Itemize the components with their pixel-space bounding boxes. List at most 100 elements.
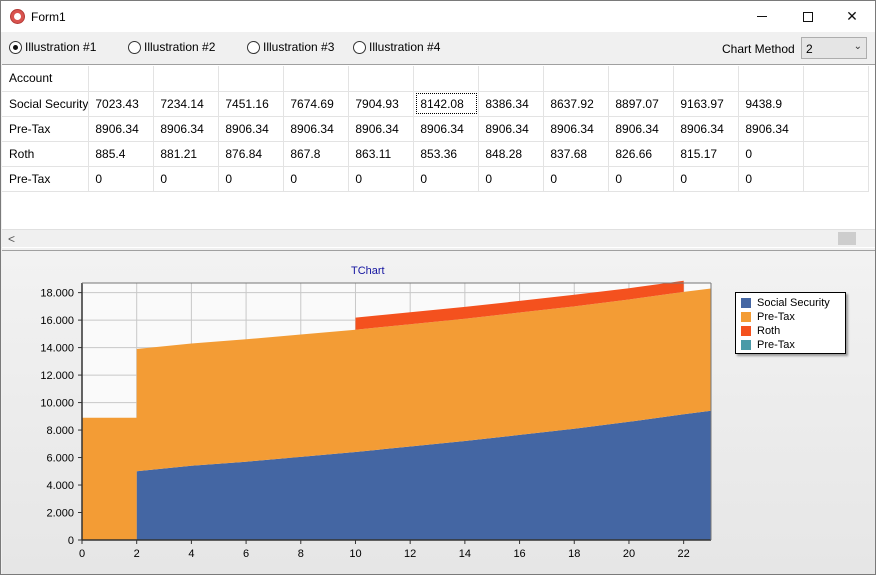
scrollbar-thumb[interactable] bbox=[838, 232, 856, 245]
row-header[interactable]: Account bbox=[2, 66, 90, 92]
row-header[interactable]: Pre-Tax bbox=[2, 116, 90, 142]
legend-swatch bbox=[741, 297, 751, 308]
table-cell[interactable]: 837.68 bbox=[543, 141, 610, 167]
legend-item: Pre-Tax bbox=[741, 338, 795, 351]
table-cell[interactable]: 0 bbox=[738, 141, 805, 167]
table-cell[interactable]: 9438.9 bbox=[738, 91, 805, 117]
table-cell[interactable] bbox=[673, 66, 740, 92]
y-tick-label: 16.000 bbox=[40, 315, 74, 327]
radio-illustration-4[interactable]: Illustration #4 bbox=[353, 39, 440, 55]
table-cell[interactable] bbox=[348, 66, 415, 92]
table-cell-empty[interactable] bbox=[803, 141, 870, 167]
table-cell[interactable]: 863.11 bbox=[348, 141, 415, 167]
table-cell[interactable]: 885.4 bbox=[88, 141, 155, 167]
table-cell[interactable]: 8906.34 bbox=[153, 116, 220, 142]
table-cell[interactable]: 7023.43 bbox=[88, 91, 155, 117]
table-cell[interactable]: 0 bbox=[153, 166, 220, 192]
table-cell[interactable]: 8906.34 bbox=[348, 116, 415, 142]
scroll-left-icon[interactable]: < bbox=[8, 232, 16, 246]
table-cell[interactable]: 0 bbox=[348, 166, 415, 192]
table-cell[interactable] bbox=[413, 66, 480, 92]
table-cell[interactable]: 876.84 bbox=[218, 141, 285, 167]
table-cell[interactable]: 0 bbox=[218, 166, 285, 192]
horizontal-scrollbar[interactable]: < bbox=[2, 229, 875, 247]
y-tick-label: 2.000 bbox=[46, 508, 74, 520]
radio-illustration-1[interactable]: Illustration #1 bbox=[9, 39, 96, 55]
radio-illustration-3[interactable]: Illustration #3 bbox=[247, 39, 334, 55]
table-cell[interactable]: 8906.34 bbox=[608, 116, 675, 142]
table-cell[interactable]: 8906.34 bbox=[218, 116, 285, 142]
legend-swatch bbox=[741, 325, 751, 336]
table-cell[interactable]: 848.28 bbox=[478, 141, 545, 167]
table-cell[interactable]: 0 bbox=[478, 166, 545, 192]
radio-illustration-2[interactable]: Illustration #2 bbox=[128, 39, 215, 55]
maximize-button[interactable] bbox=[785, 1, 831, 32]
table-cell[interactable]: 8637.92 bbox=[543, 91, 610, 117]
y-tick-label: 12.000 bbox=[40, 370, 74, 382]
row-header[interactable]: Social Security bbox=[2, 91, 90, 117]
legend-swatch bbox=[741, 311, 751, 322]
table-cell[interactable]: 8906.34 bbox=[673, 116, 740, 142]
legend-item: Pre-Tax bbox=[741, 310, 795, 323]
table-cell[interactable]: 0 bbox=[738, 166, 805, 192]
table-row: Social Security 7023.43 7234.14 7451.16 7674… bbox=[2, 91, 870, 117]
table-cell[interactable]: 815.17 bbox=[673, 141, 740, 167]
table-cell[interactable] bbox=[88, 66, 155, 92]
table-cell[interactable]: 7234.14 bbox=[153, 91, 220, 117]
table-cell[interactable]: 8386.34 bbox=[478, 91, 545, 117]
chart-method-select[interactable]: 2 ⌄ bbox=[801, 37, 867, 59]
table-cell[interactable]: 853.36 bbox=[413, 141, 480, 167]
table-cell[interactable]: 8897.07 bbox=[608, 91, 675, 117]
table-cell[interactable]: 7674.69 bbox=[283, 91, 350, 117]
radio-label: Illustration #4 bbox=[369, 40, 441, 54]
toolbar: Illustration #1 Illustration #2 Illustra… bbox=[1, 32, 875, 64]
x-tick-label: 6 bbox=[243, 548, 249, 560]
table-cell[interactable]: 8906.34 bbox=[283, 116, 350, 142]
table-cell[interactable]: 881.21 bbox=[153, 141, 220, 167]
table-cell-empty[interactable] bbox=[803, 91, 870, 117]
table-cell[interactable] bbox=[543, 66, 610, 92]
table-cell[interactable]: 8906.34 bbox=[543, 116, 610, 142]
row-header[interactable]: Pre-Tax bbox=[2, 166, 90, 192]
table-cell[interactable]: 867.8 bbox=[283, 141, 350, 167]
chart-method-value: 2 bbox=[806, 42, 813, 56]
table-cell[interactable] bbox=[218, 66, 285, 92]
table-cell[interactable] bbox=[153, 66, 220, 92]
table-cell[interactable] bbox=[478, 66, 545, 92]
table-cell[interactable] bbox=[283, 66, 350, 92]
row-header[interactable]: Roth bbox=[2, 141, 90, 167]
table-cell[interactable]: 8906.34 bbox=[738, 116, 805, 142]
table-cell[interactable] bbox=[738, 66, 805, 92]
title-bar: Form1 ✕ bbox=[1, 1, 875, 32]
table-cell[interactable]: 8906.34 bbox=[88, 116, 155, 142]
table-cell[interactable]: 0 bbox=[673, 166, 740, 192]
table-cell[interactable]: 0 bbox=[543, 166, 610, 192]
table-cell[interactable]: 0 bbox=[88, 166, 155, 192]
table-cell[interactable]: 7904.93 bbox=[348, 91, 415, 117]
legend-swatch bbox=[741, 339, 751, 350]
table-cell-empty[interactable] bbox=[803, 166, 870, 192]
table-cell[interactable]: 8906.34 bbox=[413, 116, 480, 142]
y-tick-label: 4.000 bbox=[46, 480, 74, 492]
table-row: Account bbox=[2, 66, 870, 92]
table-cell[interactable]: 826.66 bbox=[608, 141, 675, 167]
table-cell[interactable]: 0 bbox=[413, 166, 480, 192]
table-cell[interactable]: 0 bbox=[283, 166, 350, 192]
chart-title: TChart bbox=[351, 265, 385, 277]
radio-checked-icon bbox=[9, 40, 22, 54]
table-cell[interactable]: 8906.34 bbox=[478, 116, 545, 142]
table-cell[interactable]: 8142.08 bbox=[413, 91, 480, 117]
y-tick-label: 0 bbox=[68, 535, 74, 547]
table-cell[interactable]: 7451.16 bbox=[218, 91, 285, 117]
minimize-icon bbox=[757, 16, 767, 17]
table-cell-empty[interactable] bbox=[803, 66, 870, 92]
x-tick-label: 2 bbox=[134, 548, 140, 560]
table-cell[interactable] bbox=[608, 66, 675, 92]
close-button[interactable]: ✕ bbox=[829, 1, 875, 32]
data-grid: Account Social Security 7023.43 7234.14 7451… bbox=[2, 64, 875, 248]
minimize-button[interactable] bbox=[739, 1, 785, 32]
table-cell-empty[interactable] bbox=[803, 116, 870, 142]
table-cell[interactable]: 9163.97 bbox=[673, 91, 740, 117]
table-cell[interactable]: 0 bbox=[608, 166, 675, 192]
